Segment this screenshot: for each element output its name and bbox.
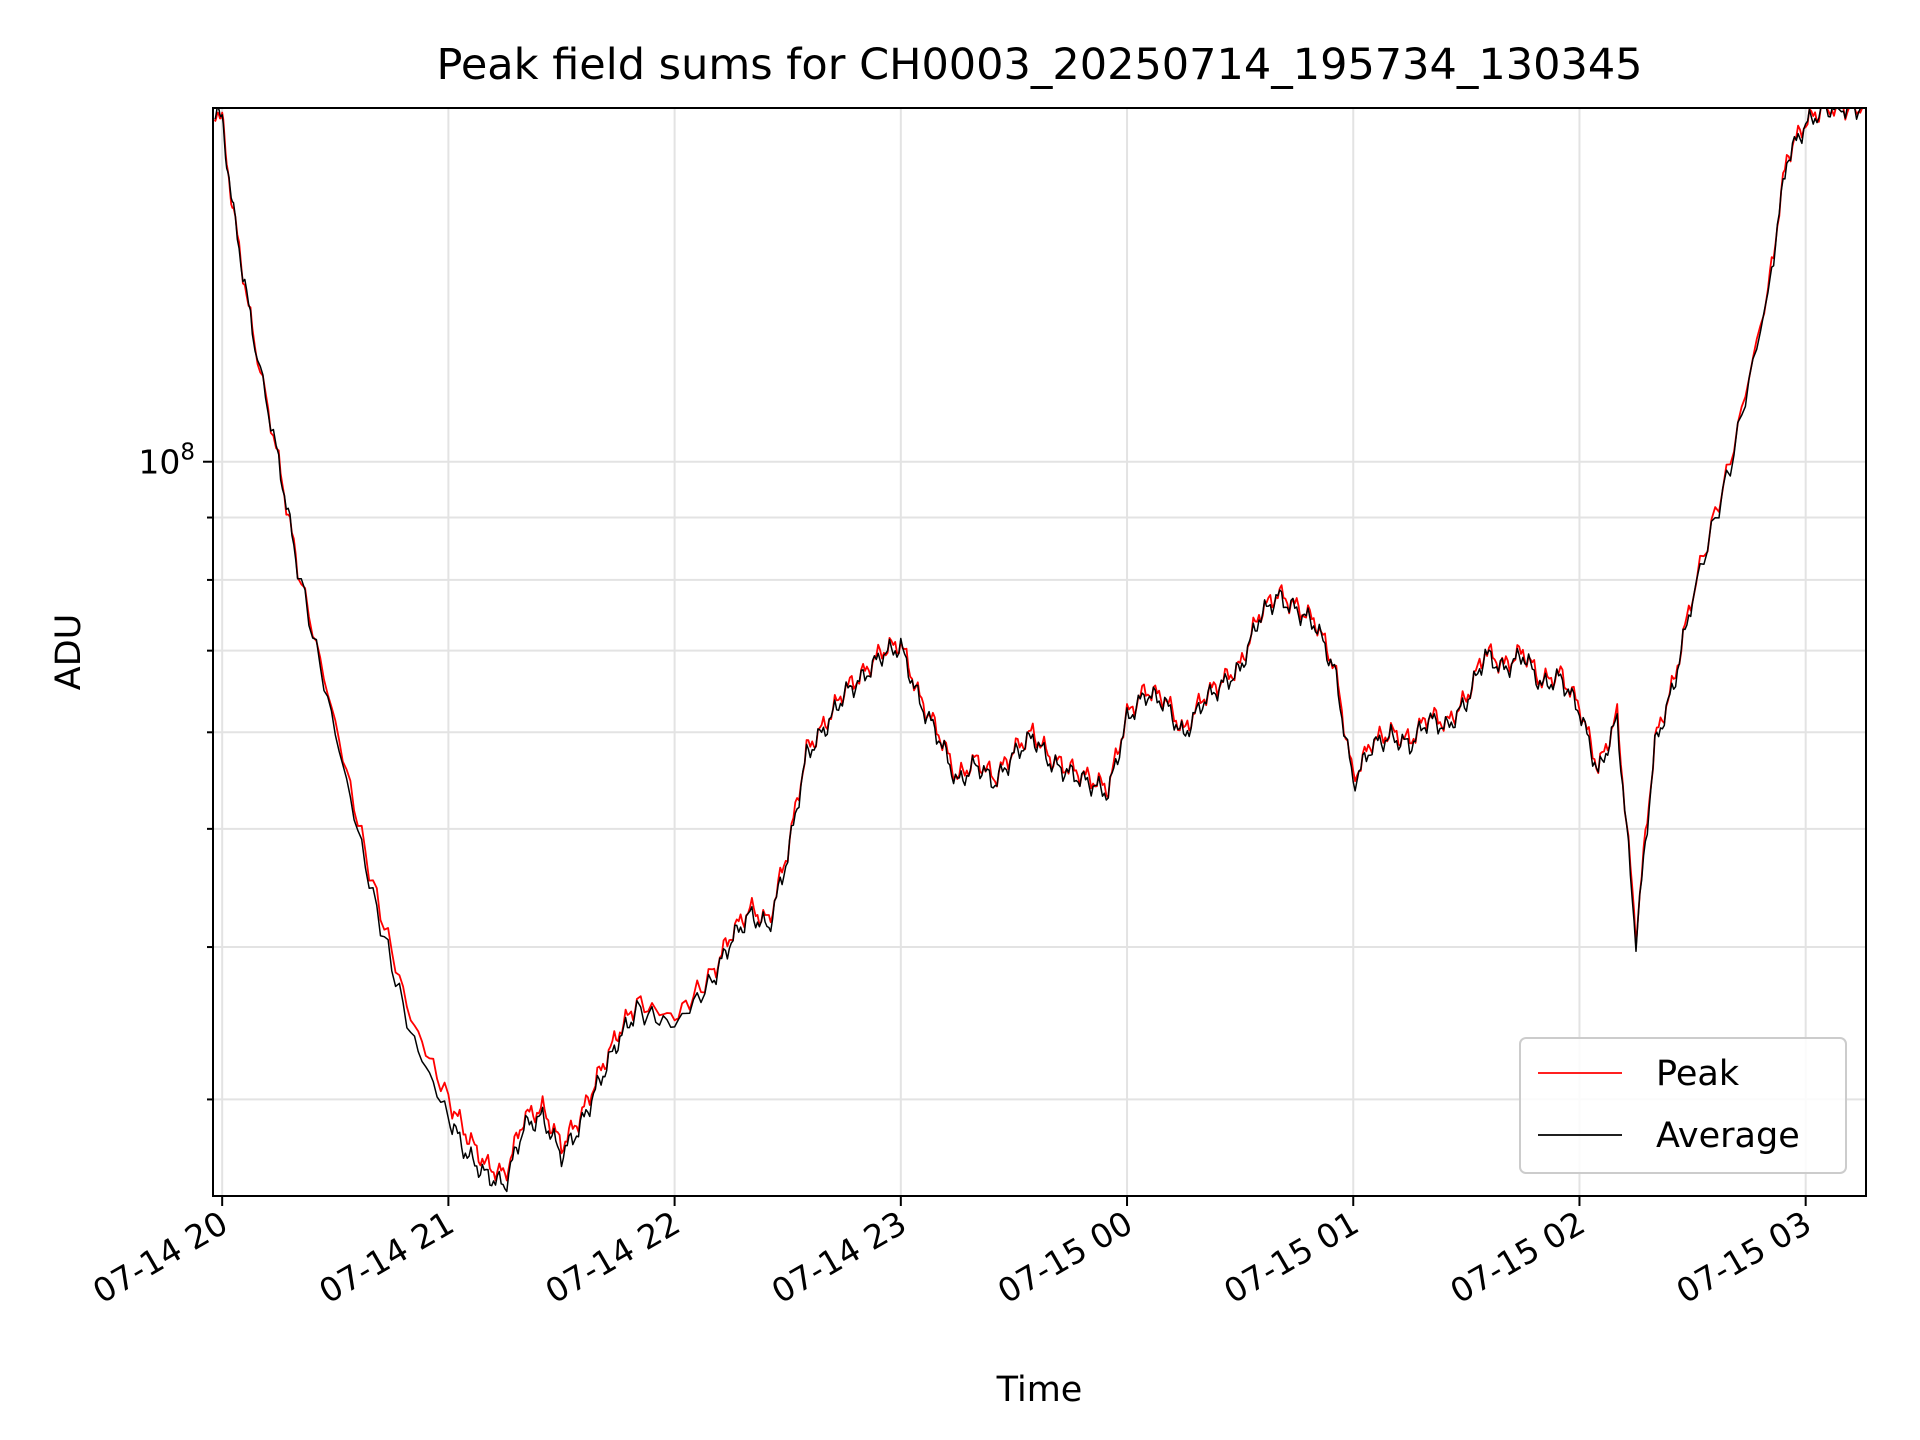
- y-tick-exponent: 8: [180, 440, 195, 466]
- plot-area-frame: [212, 107, 1867, 1197]
- legend-label-average: Average: [1656, 1116, 1800, 1156]
- series-line-peak: [213, 107, 1864, 1182]
- y-tick-label: 108: [138, 440, 195, 482]
- x-axis-label: Time: [996, 1370, 1083, 1410]
- legend-label-peak: Peak: [1656, 1054, 1740, 1094]
- series-line-average: [214, 107, 1863, 1193]
- y-axis: 108: [138, 440, 213, 1101]
- legend-box: [1519, 1037, 1847, 1174]
- chart-title: Peak field sums for CH0003_20250714_1957…: [436, 40, 1642, 90]
- y-tick-base: 10: [138, 443, 180, 482]
- legend: Peak Average: [1519, 1037, 1847, 1174]
- series-lines: [213, 107, 1864, 1193]
- grid-lines: [213, 108, 1866, 1196]
- y-axis-label: ADU: [49, 614, 89, 691]
